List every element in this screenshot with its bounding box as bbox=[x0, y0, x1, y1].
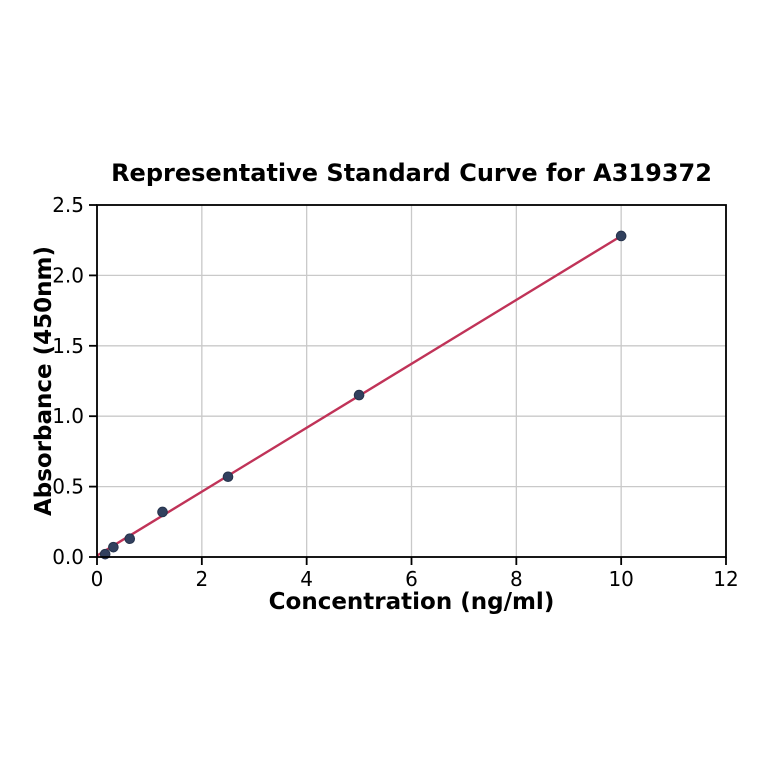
data-point bbox=[353, 389, 365, 401]
y-tick-label: 1.5 bbox=[52, 334, 84, 358]
x-tick-label: 6 bbox=[405, 567, 418, 591]
data-point bbox=[222, 471, 234, 483]
data-point bbox=[157, 506, 168, 518]
x-axis-label: Concentration (ng/ml) bbox=[268, 589, 555, 615]
y-tick-label: 0.0 bbox=[52, 545, 84, 569]
x-tick-label: 12 bbox=[713, 567, 738, 591]
data-point bbox=[108, 541, 119, 553]
x-tick-label: 10 bbox=[608, 567, 633, 591]
x-tick-label: 8 bbox=[510, 567, 523, 591]
data-point bbox=[615, 230, 627, 242]
y-tick-label: 2.5 bbox=[52, 193, 84, 217]
y-tick-label: 1.0 bbox=[52, 404, 84, 428]
x-tick-label: 0 bbox=[91, 567, 104, 591]
x-tick-label: 2 bbox=[195, 567, 208, 591]
x-tick-label: 4 bbox=[300, 567, 313, 591]
y-tick-label: 2.0 bbox=[52, 263, 84, 287]
y-tick-label: 0.5 bbox=[52, 475, 84, 499]
chart-title: Representative Standard Curve for A31937… bbox=[111, 159, 712, 187]
data-point bbox=[124, 533, 136, 544]
